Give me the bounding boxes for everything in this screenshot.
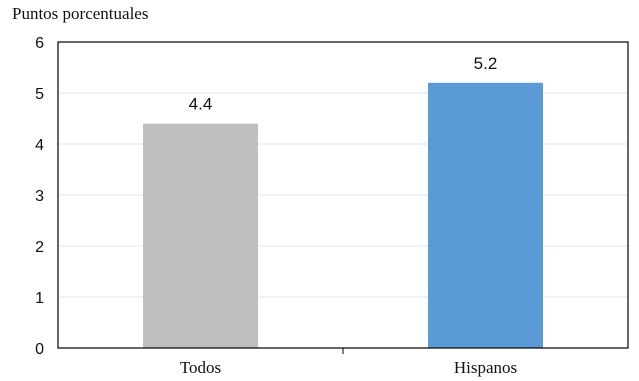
y-tick-label: 0 [35,341,44,358]
y-tick-label: 6 [35,35,44,52]
y-tick-label: 1 [35,290,44,307]
data-labels: 4.4 5.2 [189,54,498,114]
y-tick-labels: 0 1 2 3 4 5 6 [35,35,44,358]
bars [143,82,543,349]
bar [428,82,543,349]
y-axis-label: Puntos porcentuales [12,4,149,23]
data-label: 4.4 [189,95,213,114]
x-tick-labels: Todos Hispanos [180,358,517,377]
y-tick-label: 3 [35,188,44,205]
x-tick-label: Todos [180,358,221,377]
y-tick-label: 4 [35,137,44,154]
bar [143,123,258,348]
data-label: 5.2 [474,54,498,73]
y-tick-label: 2 [35,239,44,256]
x-tick-label: Hispanos [454,358,517,377]
y-tick-label: 5 [35,86,44,103]
